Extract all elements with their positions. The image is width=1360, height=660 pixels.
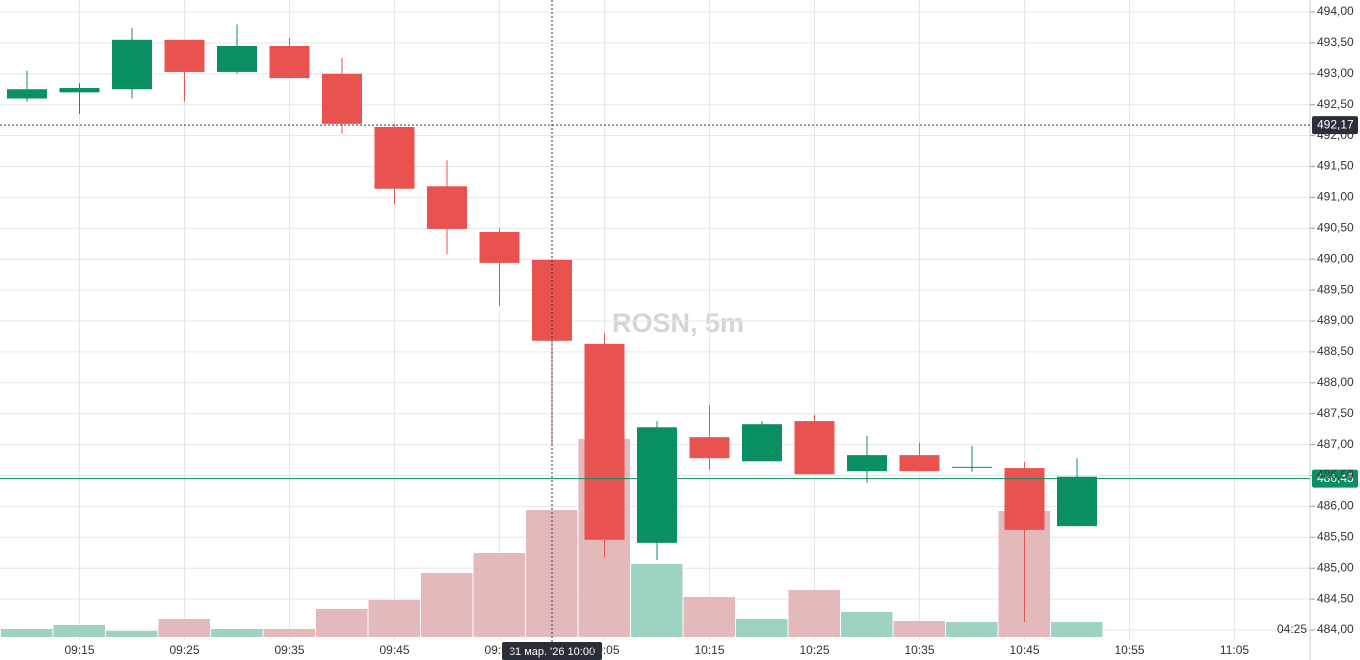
volume-bar (788, 590, 840, 637)
y-tick-label: 489,50 (1317, 282, 1354, 296)
volume-bar (1051, 622, 1103, 637)
x-tick-label: 09:25 (169, 643, 199, 657)
candle-body (794, 421, 835, 475)
x-tick-label: 10:45 (1009, 643, 1039, 657)
candle-body (427, 186, 467, 229)
candle-body (1004, 468, 1045, 530)
volume-bar (368, 600, 420, 637)
y-tick-label: 486,00 (1317, 499, 1354, 513)
y-tick-label: 492,50 (1317, 97, 1354, 111)
volume-bar (893, 621, 945, 637)
y-tick-label: 492,00 (1317, 128, 1354, 142)
volume-bar (473, 553, 525, 637)
candle-body (7, 89, 47, 99)
y-tick-label: 494,00 (1317, 4, 1354, 18)
crosshair-time-box (502, 642, 602, 660)
candle-body (112, 39, 152, 90)
x-tick-label: 10:35 (904, 643, 934, 657)
y-tick-label: 485,50 (1317, 529, 1354, 543)
y-tick-label: 487,00 (1317, 437, 1354, 451)
volume-bar (211, 629, 263, 637)
candle-body (899, 455, 940, 472)
y-tick-label: 486,50 (1317, 468, 1354, 482)
x-tick-label: 10:25 (799, 643, 829, 657)
volume-bar (736, 619, 788, 637)
candle-body (374, 126, 415, 189)
volume-bar (631, 564, 683, 637)
y-tick-label: 493,50 (1317, 35, 1354, 49)
x-tick-label: 09:55 (484, 643, 514, 657)
crosshair-price-label: 492,17 (1317, 117, 1354, 131)
candle-body (637, 427, 677, 543)
y-tick-label: 489,00 (1317, 313, 1354, 327)
y-tick-label: 491,00 (1317, 190, 1354, 204)
last-price-box (1312, 469, 1358, 488)
y-tick-label: 484,00 (1317, 622, 1354, 636)
candle-body (742, 424, 782, 462)
candle-layer (7, 24, 1097, 622)
volume-bar (421, 573, 473, 637)
volume-bar (316, 609, 368, 637)
candle-body (479, 232, 520, 263)
y-tick-label: 490,00 (1317, 251, 1354, 265)
volume-bar (841, 612, 893, 637)
candle-body (217, 45, 257, 72)
candle-body (59, 88, 100, 93)
x-tick-label: 09:15 (64, 643, 94, 657)
candle-body (847, 455, 887, 472)
last-price-label: 486,45 (1317, 471, 1354, 485)
x-tick-label: 11:05 (1220, 643, 1249, 657)
volume-bar (683, 597, 735, 637)
x-tick-label: 09:35 (274, 643, 304, 657)
y-tick-label: 491,50 (1317, 159, 1354, 173)
x-tick-label: 09:45 (379, 643, 409, 657)
y-tick-label: 484,50 (1317, 591, 1354, 605)
x-tick-label: 10:55 (1114, 643, 1144, 657)
candle-body (952, 466, 992, 468)
x-tick-label: 10:05 (589, 643, 619, 657)
volume-bar (158, 619, 210, 637)
candle-body (689, 437, 730, 459)
y-tick-label: 488,00 (1317, 375, 1354, 389)
y-tick-label: 488,50 (1317, 344, 1354, 358)
crosshair-time-label: 31 мар. '26 10:00 (509, 646, 595, 658)
volume-bar (263, 629, 315, 637)
y-tick-label: 490,50 (1317, 220, 1354, 234)
candle-body (322, 73, 362, 124)
y-tick-label: 485,00 (1317, 560, 1354, 574)
candle-body (584, 343, 625, 540)
watermark: ROSN, 5m (612, 308, 744, 338)
bar-timer: 04:25 (1277, 622, 1307, 636)
volume-bar (1, 629, 53, 637)
volume-bar (106, 631, 158, 637)
x-tick-label: 10:15 (694, 643, 724, 657)
volume-bar (946, 622, 998, 637)
candle-body (164, 39, 205, 72)
y-tick-label: 487,50 (1317, 406, 1354, 420)
crosshair-price-box (1312, 116, 1358, 135)
y-tick-label: 493,00 (1317, 66, 1354, 80)
candle-body (269, 45, 310, 79)
candle-body (1057, 476, 1097, 527)
volume-bar (53, 625, 105, 637)
